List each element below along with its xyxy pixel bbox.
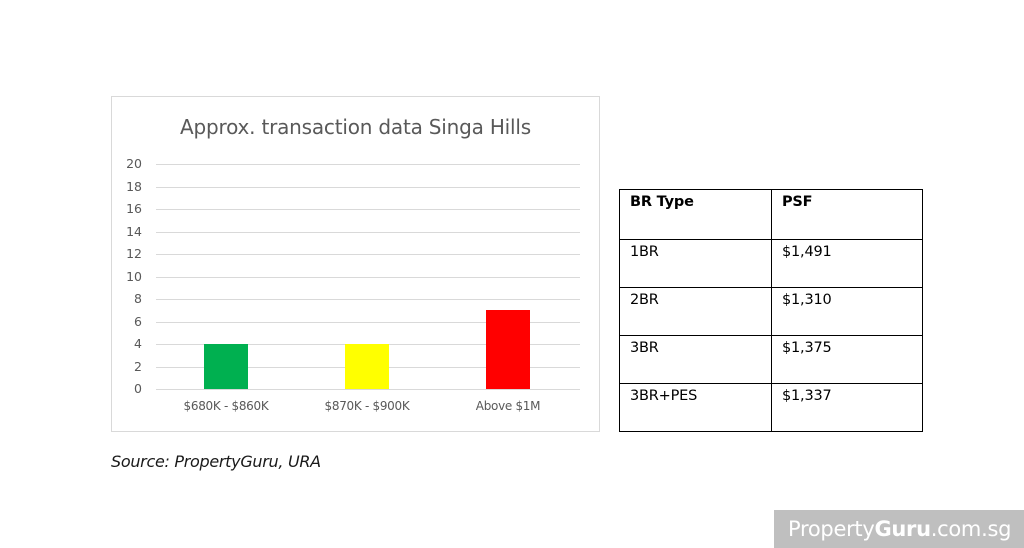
table-header-row: BR Type PSF xyxy=(619,189,923,240)
x-tick-label: $680K - $860K xyxy=(183,399,269,413)
cell-psf: $1,310 xyxy=(771,287,923,336)
table-row: 3BR+PES $1,337 xyxy=(619,383,923,432)
cell-psf: $1,375 xyxy=(771,335,923,384)
gridline xyxy=(156,299,580,300)
cell-br-type: 2BR xyxy=(619,287,772,336)
source-caption: Source: PropertyGuru, URA xyxy=(111,452,321,471)
chart-title: Approx. transaction data Singa Hills xyxy=(180,115,531,139)
plot-area: 0 2 4 6 8 10 12 14 16 18 20 $680K - $860K $870K - $9… xyxy=(112,97,599,431)
y-tick-label: 8 xyxy=(134,291,142,306)
cell-br-type: 1BR xyxy=(619,239,772,288)
cell-br-type: 3BR+PES xyxy=(619,383,772,432)
y-tick-label: 12 xyxy=(126,246,142,261)
y-tick-label: 16 xyxy=(126,201,142,216)
gridline xyxy=(156,231,580,233)
gridline xyxy=(156,276,580,278)
chart-container: Approx. transaction data Singa Hills 0 2 4… xyxy=(111,96,600,432)
y-tick-label: 10 xyxy=(126,268,142,284)
psf-table: BR Type PSF 1BR $1,491 2BR $1,310 3BR $1… xyxy=(619,189,923,432)
x-tick-label: $870K - $900K xyxy=(324,399,410,413)
gridline xyxy=(156,321,580,323)
header-psf: PSF xyxy=(771,189,923,240)
y-tick-label: 18 xyxy=(126,178,142,194)
y-tick-label: 6 xyxy=(134,313,142,329)
cell-br-type: 3BR xyxy=(619,335,772,384)
bar xyxy=(486,310,530,389)
bar xyxy=(345,344,389,389)
cell-psf: $1,337 xyxy=(771,383,923,432)
table-row: 2BR $1,310 xyxy=(619,287,923,336)
cell-psf: $1,491 xyxy=(771,239,923,288)
y-tick-label: 14 xyxy=(126,223,142,239)
x-tick-label: Above $1M xyxy=(475,399,541,413)
y-tick-label: 4 xyxy=(134,336,142,351)
bar xyxy=(204,344,248,389)
brand-suffix: .com.sg xyxy=(930,517,1012,541)
header-br-type: BR Type xyxy=(619,189,772,240)
table-row: 1BR $1,491 xyxy=(619,239,923,288)
gridline xyxy=(156,254,580,255)
brand-watermark: PropertyGuru.com.sg xyxy=(774,510,1024,548)
table-row: 3BR $1,375 xyxy=(619,335,923,384)
gridline xyxy=(156,186,580,188)
brand-prefix: Property xyxy=(788,517,875,541)
y-tick-label: 0 xyxy=(134,381,142,396)
gridline xyxy=(156,389,580,390)
brand-bold: Guru xyxy=(874,517,931,541)
gridline xyxy=(156,164,580,165)
y-tick-label: 2 xyxy=(134,358,142,374)
gridline xyxy=(156,209,580,210)
y-tick-label: 20 xyxy=(126,156,142,171)
